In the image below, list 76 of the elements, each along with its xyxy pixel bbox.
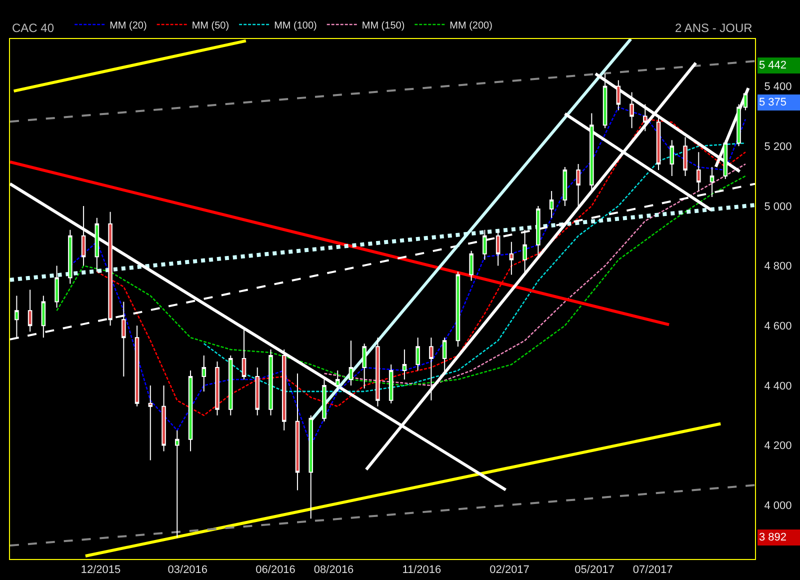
candlestick <box>362 343 366 389</box>
candlestick <box>148 384 153 461</box>
candlestick <box>255 367 260 416</box>
y-tick-label: 4 600 <box>764 320 792 332</box>
candlestick <box>94 217 100 272</box>
candlestick <box>429 337 434 401</box>
candlestick <box>322 378 326 422</box>
candlestick <box>469 250 474 282</box>
candlestick <box>28 289 32 332</box>
text: 5 375 <box>759 96 787 108</box>
candlestick <box>616 80 621 111</box>
candlestick <box>536 205 540 258</box>
candlestick <box>188 370 193 452</box>
candlestick <box>308 414 313 520</box>
candlestick <box>456 271 460 348</box>
candlestick <box>402 349 407 380</box>
candlestick <box>335 370 340 392</box>
candlestick <box>215 361 220 416</box>
candlestick <box>630 92 634 129</box>
candlestick <box>202 355 206 392</box>
candlestick <box>509 241 514 276</box>
candlestick <box>496 229 500 266</box>
candlestick <box>670 140 674 177</box>
candlestick <box>522 229 527 276</box>
x-tick-label: 12/2015 <box>80 564 121 576</box>
x-tick-label: 03/2016 <box>168 564 208 576</box>
y-tick-label: 5 200 <box>764 140 792 153</box>
line-series <box>203 142 746 392</box>
candlestick <box>228 355 233 416</box>
candlestick <box>175 430 180 538</box>
legend-label: MM (50) <box>192 20 230 32</box>
candlestick <box>549 190 554 218</box>
candlestick <box>108 211 112 326</box>
candlestick <box>442 337 447 374</box>
x-tick-label: 05/2017 <box>574 564 614 576</box>
chart-title: CAC 40 <box>12 21 54 35</box>
legend-label: MM (200) <box>450 20 492 32</box>
text: 3 892 <box>759 532 787 544</box>
candlestick <box>295 373 300 491</box>
candlestick <box>162 384 166 452</box>
y-tick-label: 5 000 <box>764 200 792 213</box>
candlestick <box>562 166 568 206</box>
candlestick <box>242 328 246 380</box>
x-tick-label: 06/2016 <box>256 564 296 576</box>
legend-label: MM (20) <box>110 20 147 32</box>
candlestick <box>376 337 380 407</box>
y-tick-label: 4 800 <box>764 260 792 273</box>
x-tick-label: 02/2017 <box>490 564 530 576</box>
candlestick <box>134 325 140 407</box>
y-tick-label: 4 400 <box>764 380 792 392</box>
line-series <box>324 163 746 386</box>
line-series <box>56 175 746 386</box>
candlestick <box>388 364 394 404</box>
y-tick-label: 4 000 <box>764 500 792 512</box>
text: 5 442 <box>759 60 787 72</box>
candlestick <box>348 340 354 386</box>
chart-subtitle: 2 ANS - JOUR <box>675 21 753 35</box>
candlestick <box>81 205 86 266</box>
x-tick-label: 11/2016 <box>402 564 442 576</box>
candlestick <box>54 265 59 308</box>
candlestick <box>416 337 420 372</box>
candlestick <box>696 152 701 192</box>
candlestick <box>482 229 487 260</box>
candlestick <box>68 229 72 284</box>
candlestick <box>736 104 741 147</box>
x-tick-label: 08/2016 <box>314 564 354 576</box>
candlestick <box>643 104 648 132</box>
candlestick <box>268 349 273 416</box>
x-tick-label: 07/2017 <box>632 564 673 576</box>
y-tick-label: 5 400 <box>764 81 792 94</box>
candlestick <box>710 166 714 198</box>
legend-label: MM (150) <box>362 20 405 32</box>
legend-label: MM (100) <box>274 20 317 32</box>
y-tick-label: 4 200 <box>764 440 792 452</box>
candlestick <box>576 164 580 206</box>
candlestick <box>282 349 286 431</box>
